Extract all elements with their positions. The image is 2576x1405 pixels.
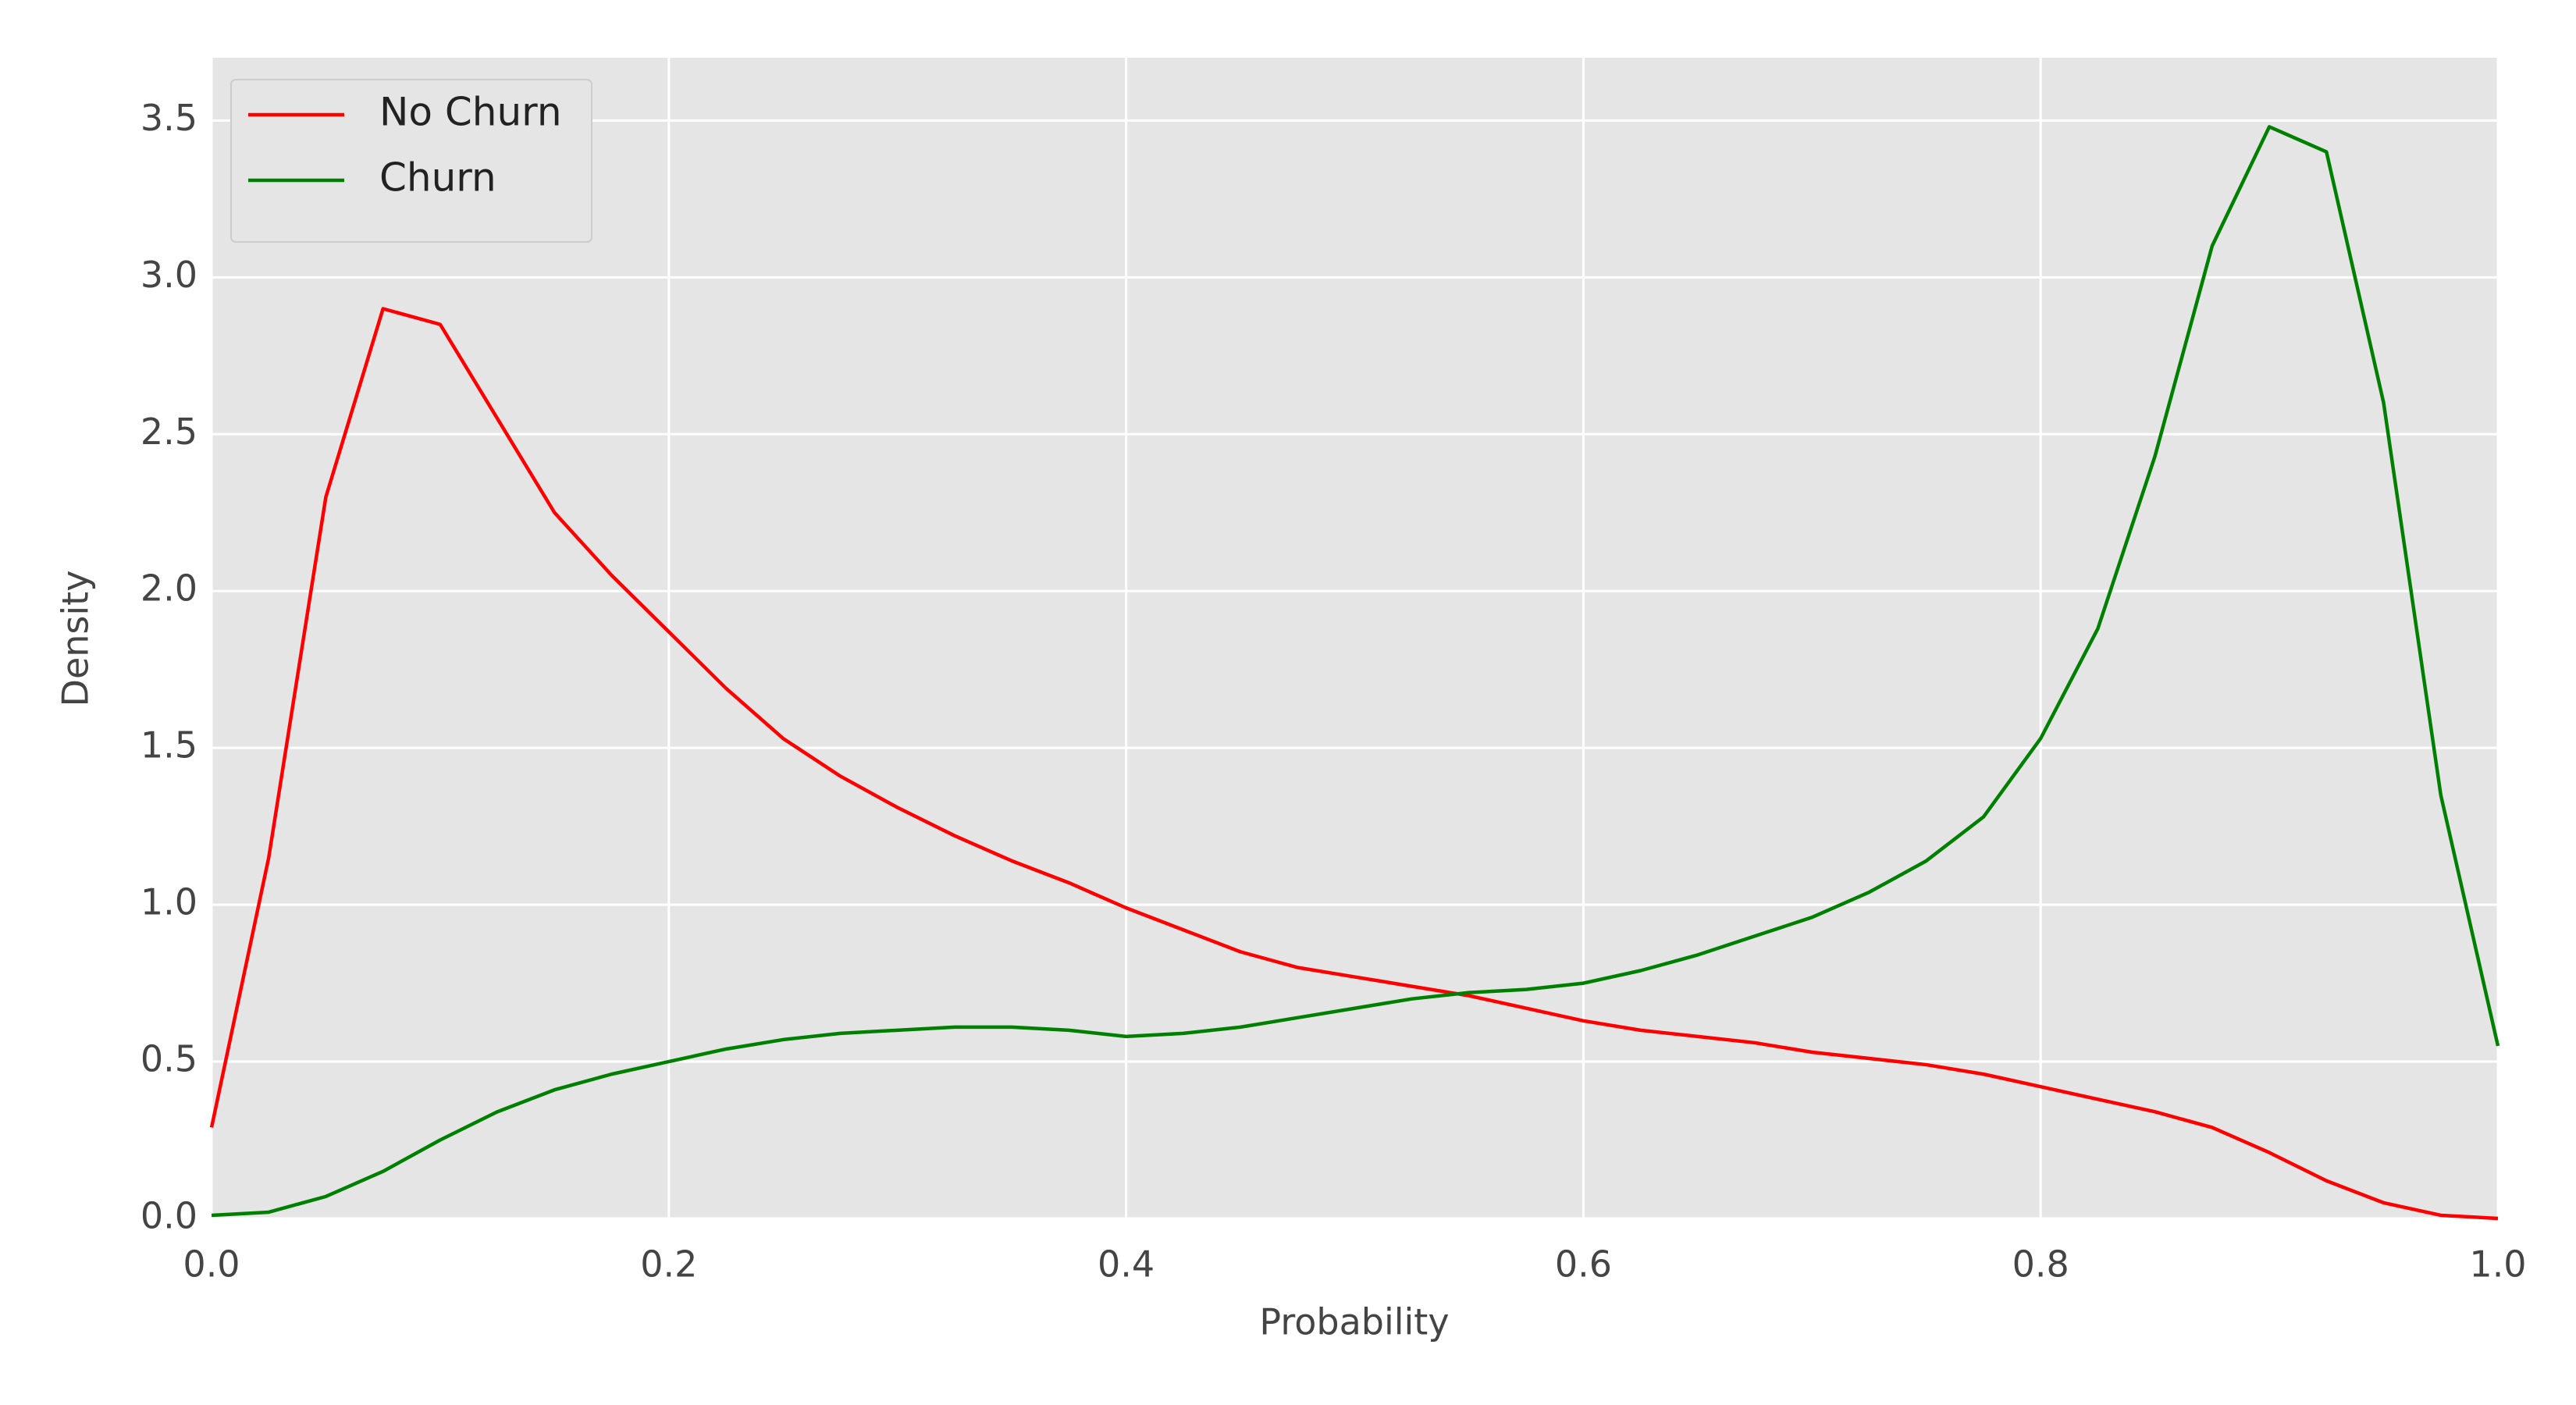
legend-label: No Churn bbox=[379, 90, 562, 135]
y-tick-label: 1.0 bbox=[141, 881, 197, 923]
legend-box bbox=[230, 79, 592, 243]
y-tick-label: 3.0 bbox=[141, 254, 197, 296]
y-tick-label: 0.0 bbox=[141, 1195, 197, 1237]
x-tick-label: 0.4 bbox=[1098, 1243, 1155, 1286]
x-axis-label: Probability bbox=[1259, 1301, 1449, 1343]
x-tick-label: 0.2 bbox=[640, 1243, 697, 1286]
y-axis-label: Density bbox=[55, 571, 97, 707]
x-tick-label: 1.0 bbox=[2469, 1243, 2526, 1286]
x-tick-label: 0.0 bbox=[183, 1243, 240, 1286]
line bbox=[209, 307, 2499, 1221]
y-tick-label: 2.0 bbox=[141, 567, 197, 610]
y-tick-label: 0.5 bbox=[141, 1038, 197, 1080]
x-tick-label: 0.8 bbox=[2012, 1243, 2069, 1286]
y-tick-label: 3.5 bbox=[141, 97, 197, 139]
line bbox=[211, 125, 2500, 1218]
y-tick-label: 2.5 bbox=[141, 411, 197, 453]
plot-background bbox=[212, 58, 2498, 1218]
legend-label: Churn bbox=[379, 155, 496, 201]
y-tick-label: 1.5 bbox=[141, 724, 197, 767]
x-tick-label: 0.6 bbox=[1555, 1243, 1612, 1286]
